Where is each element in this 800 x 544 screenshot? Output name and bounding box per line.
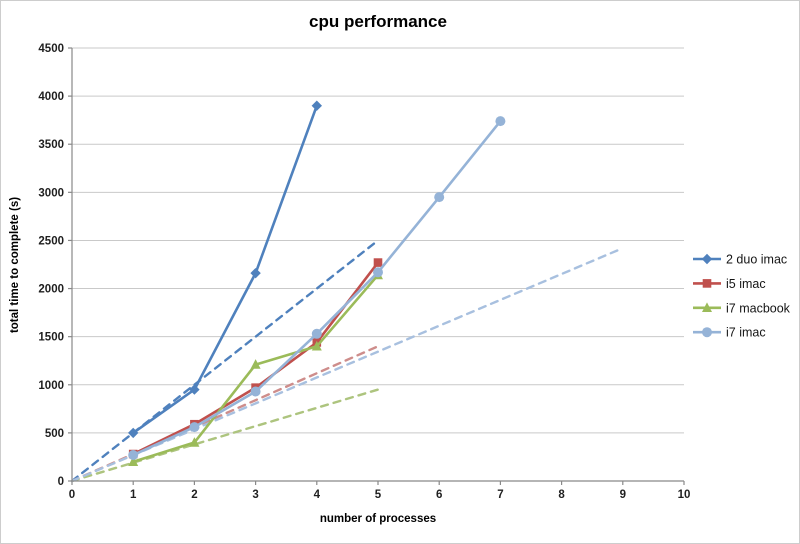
- circle-marker-i7-imac: [434, 192, 445, 203]
- circle-marker-i7-imac: [495, 116, 506, 127]
- x-tick-label: 5: [375, 489, 382, 501]
- axis-layer: 0 500 1000 1500 2000 2500 3000 3500 4000 4500 0 1 2 3…: [38, 43, 690, 501]
- x-tick-label: 10: [678, 489, 691, 501]
- legend-label-i5-imac: i5 imac: [726, 277, 766, 291]
- series-line-i5-imac: [131, 261, 380, 456]
- y-tick-label: 1000: [38, 380, 64, 392]
- circle-marker-i7-imac: [250, 386, 261, 397]
- x-tick-label: 2: [191, 489, 197, 501]
- series-i7-imac: [128, 116, 506, 461]
- series-i7-imac-linear-ref: [70, 246, 624, 483]
- triangle-marker-i7-macbook: [128, 456, 139, 466]
- grid-layer: [72, 47, 684, 434]
- legend-label-i7-macbook: i7 macbook: [726, 301, 791, 315]
- y-tick-label: 3000: [38, 187, 64, 199]
- diamond-marker-2-duo-imac: [250, 267, 261, 279]
- x-tick-label: 3: [252, 489, 258, 501]
- square-marker-i5-imac: [373, 258, 383, 267]
- series-line-i7-macbook-linear-ref: [70, 388, 380, 483]
- legend-item-i5-imac: i5 imac: [693, 277, 766, 291]
- x-tick-label: 9: [620, 489, 626, 501]
- legend-label-i7-imac: i7 imac: [726, 326, 766, 340]
- y-tick-label: 3500: [38, 139, 64, 151]
- legend-item-2-duo-imac: 2 duo imac: [693, 253, 787, 267]
- x-tick-label: 7: [497, 489, 503, 501]
- triangle-marker-i7-macbook: [189, 437, 200, 447]
- triangle-marker-i7-macbook: [311, 340, 322, 351]
- y-tick-label: 4500: [38, 43, 64, 55]
- series-line-2-duo-imac-linear-ref: [70, 239, 380, 483]
- circle-marker-i7-imac: [128, 450, 139, 461]
- diamond-marker-2-duo-imac: [311, 100, 322, 111]
- y-tick-label: 1500: [38, 332, 64, 344]
- y-tick-label: 0: [58, 476, 64, 488]
- legend-circle-icon: [702, 327, 712, 338]
- series-line-2-duo-imac: [131, 104, 319, 435]
- x-tick-label: 0: [69, 489, 75, 501]
- x-tick-label: 8: [558, 489, 565, 501]
- circle-marker-i7-imac: [373, 267, 383, 278]
- diamond-marker-2-duo-imac: [189, 384, 200, 395]
- legend-diamond-icon: [701, 253, 713, 265]
- y-tick-label: 2500: [38, 235, 64, 247]
- triangle-marker-i7-macbook: [250, 359, 261, 369]
- legend-item-i7-macbook: i7 macbook: [693, 301, 791, 315]
- x-tick-label: 4: [314, 489, 321, 501]
- legend-label-2-duo-imac: 2 duo imac: [726, 253, 787, 267]
- legend-square-icon: [702, 279, 712, 288]
- series-i5-imac-linear-ref: [70, 345, 380, 483]
- legend-item-i7-imac: i7 imac: [693, 326, 766, 340]
- circle-marker-i7-imac: [189, 422, 200, 433]
- x-tick-label: 1: [130, 489, 137, 501]
- series-2-duo-imac-linear-ref: [70, 239, 380, 483]
- series-i7-macbook-linear-ref: [70, 388, 380, 483]
- series-2-duo-imac: [128, 100, 322, 439]
- legend-triangle-icon: [702, 302, 712, 312]
- series-i7-macbook: [128, 269, 383, 466]
- series-layer: [70, 100, 624, 483]
- x-axis-title: number of processes: [320, 513, 436, 525]
- circle-marker-i7-imac: [311, 328, 322, 339]
- legend: 2 duo imac i5 imac i7 macbook i7 imac: [693, 253, 791, 340]
- y-tick-label: 4000: [38, 91, 64, 103]
- diamond-marker-2-duo-imac: [128, 427, 139, 439]
- series-line-i5-imac-linear-ref: [70, 345, 380, 483]
- chart-title: cpu performance: [309, 12, 447, 31]
- y-tick-label: 2000: [38, 284, 64, 296]
- series-line-i7-imac-linear-ref: [70, 246, 624, 483]
- x-tick-label: 6: [436, 489, 442, 501]
- y-axis-title: total time to complete (s): [9, 197, 21, 333]
- y-tick-label: 500: [45, 428, 64, 440]
